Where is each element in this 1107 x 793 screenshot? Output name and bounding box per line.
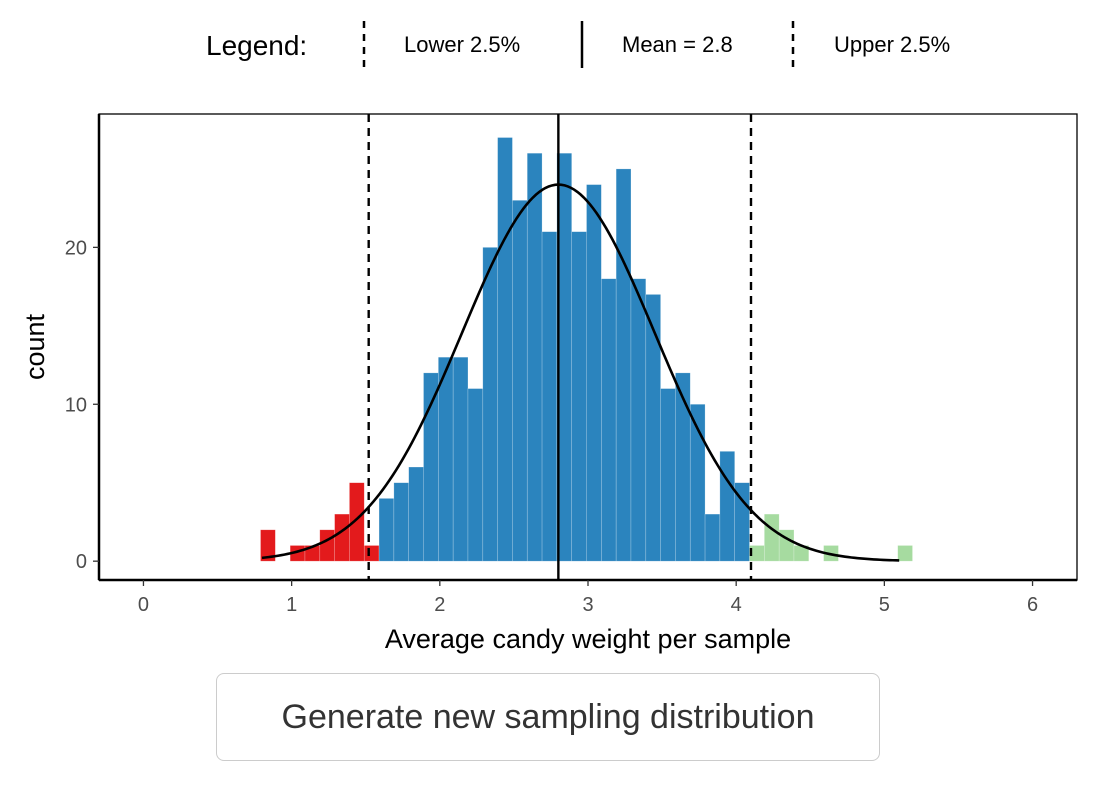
x-tick-label: 4 — [731, 594, 742, 616]
histogram-bar — [526, 152, 543, 562]
legend: Legend: Lower 2.5% Mean = 2.8 Upper 2.5% — [206, 21, 950, 68]
histogram-bar — [497, 137, 513, 562]
histogram-bar — [408, 466, 424, 562]
x-tick-label: 6 — [1027, 594, 1038, 616]
generate-distribution-button[interactable]: Generate new sampling distribution — [216, 673, 880, 761]
histogram-bar — [704, 513, 721, 562]
normal-curve-layer — [261, 183, 900, 562]
histogram-bar — [897, 545, 913, 562]
histogram-bar — [615, 168, 632, 562]
legend-label-lower: Lower 2.5% — [404, 32, 520, 57]
legend-title: Legend: — [206, 30, 307, 61]
reference-lines — [367, 114, 753, 580]
histogram-bar — [438, 356, 454, 562]
histogram-bar — [393, 482, 409, 562]
y-axis-ticks: 0 10 20 — [65, 237, 99, 573]
histogram-bar — [467, 388, 484, 562]
x-tick-label: 1 — [286, 594, 297, 616]
histogram-bar — [452, 356, 469, 562]
histogram-bar — [645, 294, 661, 562]
histogram-bar — [349, 482, 365, 562]
histogram-bar — [363, 545, 380, 562]
histogram-bar — [512, 199, 528, 562]
x-tick-label: 5 — [879, 594, 890, 616]
histogram-bar — [630, 278, 647, 562]
y-tick-label: 0 — [76, 551, 87, 573]
histogram-bar — [660, 388, 676, 562]
x-tick-label: 3 — [582, 594, 593, 616]
histogram-bar — [764, 513, 780, 562]
histogram-bar — [719, 451, 736, 562]
sampling-distribution-chart: Legend: Lower 2.5% Mean = 2.8 Upper 2.5%… — [20, 21, 1078, 654]
histogram-bar — [482, 247, 498, 562]
histogram-bar — [260, 529, 276, 562]
x-axis-title: Average candy weight per sample — [385, 624, 791, 654]
histogram-bar — [571, 231, 587, 562]
x-tick-label: 2 — [434, 594, 445, 616]
histogram-bar — [734, 482, 750, 562]
histogram-bar — [601, 278, 617, 562]
histogram-bar — [675, 372, 691, 562]
x-axis-ticks: 0 1 2 3 4 5 6 — [138, 580, 1038, 616]
x-tick-label: 0 — [138, 594, 149, 616]
normal-curve — [261, 183, 900, 562]
legend-label-mean: Mean = 2.8 — [622, 32, 733, 57]
histogram-bar — [541, 231, 558, 562]
y-axis-title: count — [20, 313, 50, 380]
y-tick-label: 20 — [65, 237, 87, 259]
histogram-bar — [586, 184, 602, 562]
histogram-bar — [378, 498, 395, 562]
histogram-bar — [334, 513, 350, 562]
legend-label-upper: Upper 2.5% — [834, 32, 950, 57]
y-tick-label: 10 — [65, 394, 87, 416]
histogram-bar — [689, 403, 706, 562]
histogram-bar — [319, 529, 335, 562]
